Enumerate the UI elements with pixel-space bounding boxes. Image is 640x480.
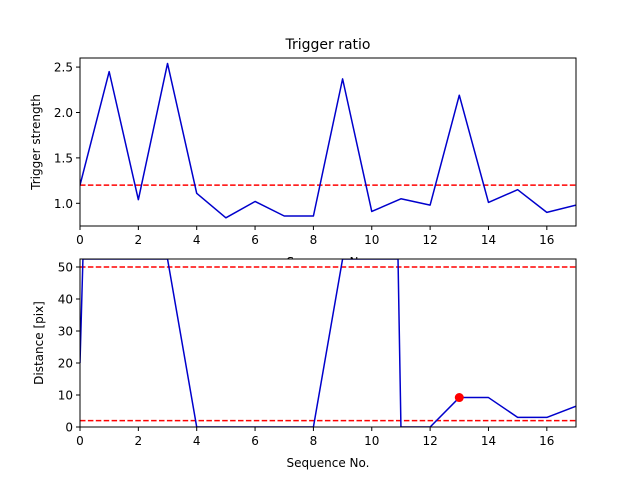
x-tick-label: 4 — [193, 434, 201, 448]
x-tick-label: 0 — [76, 434, 84, 448]
ticks-bottom: 0 2 4 6 8 10 12 14 16 0 10 20 30 40 50 — [58, 261, 555, 449]
x-tick-label: 8 — [310, 434, 318, 448]
x-tick-label: 10 — [364, 233, 379, 247]
x-tick-label: 4 — [193, 233, 201, 247]
x-tick-label: 12 — [422, 233, 437, 247]
y-axis-label-top: Trigger strength — [29, 94, 43, 191]
y-tick-label: 50 — [58, 261, 73, 275]
chart-trigger-ratio: Trigger ratio 0 2 4 6 8 10 12 14 161.01.52.02.5 … — [29, 37, 577, 269]
x-tick-label: 16 — [539, 434, 554, 448]
y-axis-label-bottom: Distance [pix] — [32, 301, 46, 385]
x-tick-label: 10 — [364, 434, 379, 448]
y-tick-label: 2.0 — [54, 106, 73, 120]
x-tick-label: 8 — [310, 233, 318, 247]
marks-bottom — [80, 259, 576, 427]
y-tick-label: 20 — [58, 357, 73, 371]
x-tick-label: 12 — [422, 434, 437, 448]
highlight-point-0 — [454, 393, 464, 403]
y-tick-label: 0 — [65, 421, 73, 435]
x-axis-label-bottom: Sequence No. — [287, 456, 370, 470]
y-tick-label: 40 — [58, 293, 73, 307]
x-tick-label: 6 — [251, 233, 259, 247]
y-tick-label: 1.0 — [54, 197, 73, 211]
x-tick-label: 16 — [539, 233, 554, 247]
y-tick-label: 30 — [58, 325, 73, 339]
x-tick-label: 2 — [135, 434, 143, 448]
x-tick-label: 0 — [76, 233, 84, 247]
chart-title: Trigger ratio — [284, 37, 370, 53]
marks-top — [80, 62, 576, 219]
chart-distance: 0 2 4 6 8 10 12 14 16 0 10 20 30 40 50 Sequence No. Di… — [32, 258, 577, 470]
y-tick-label: 1.5 — [54, 151, 73, 165]
y-tick-label: 2.5 — [54, 61, 73, 75]
series-line-0 — [80, 62, 576, 219]
x-tick-label: 14 — [481, 434, 496, 448]
plot-frame-bottom — [79, 258, 577, 428]
x-tick-label: 14 — [481, 233, 496, 247]
plot-frame-top — [79, 57, 577, 227]
x-tick-label: 6 — [251, 434, 259, 448]
plot-area-top — [80, 58, 576, 226]
y-tick-label: 10 — [58, 389, 73, 403]
x-tick-label: 2 — [135, 233, 143, 247]
series-line-0 — [80, 259, 576, 427]
ticks-top: 0 2 4 6 8 10 12 14 16 1.0 1.5 2.0 2.5 — [54, 61, 555, 247]
